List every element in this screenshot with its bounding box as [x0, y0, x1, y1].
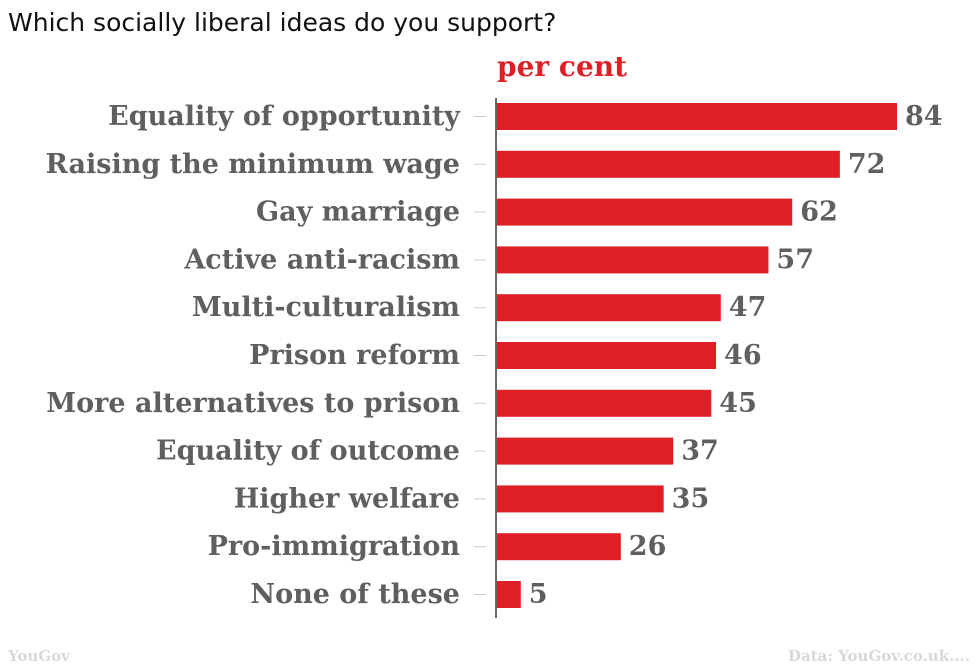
category-label: Gay marriage: [256, 197, 460, 228]
bar: [497, 437, 674, 465]
value-label: 5: [529, 579, 548, 610]
bar: [497, 150, 840, 178]
value-label: 37: [681, 436, 719, 467]
value-label: 72: [848, 149, 886, 180]
category-label: Prison reform: [249, 340, 460, 371]
bar: [497, 533, 621, 561]
category-label: Active anti-racism: [183, 244, 460, 275]
category-label: Pro-immigration: [208, 531, 461, 562]
bar: [497, 246, 769, 274]
value-label: 35: [672, 483, 710, 514]
bar: [497, 198, 793, 226]
category-label: None of these: [250, 579, 460, 610]
category-label: Multi-culturalism: [192, 292, 460, 323]
footer-brand: YouGov: [8, 647, 70, 665]
category-label: Equality of opportunity: [108, 101, 461, 132]
bar: [497, 389, 712, 417]
bar: [497, 581, 521, 608]
value-label: 47: [729, 292, 767, 323]
unit-label: per cent: [497, 50, 628, 83]
category-label: More alternatives to prison: [46, 388, 460, 419]
value-label: 26: [629, 531, 667, 562]
bar: [497, 485, 664, 513]
bar: [497, 103, 897, 130]
bar: [497, 294, 721, 322]
value-label: 45: [719, 388, 757, 419]
category-label: Equality of outcome: [156, 436, 460, 467]
chart-marks: Equality of opportunity 84 Raising the min…: [45, 98, 943, 618]
category-label: Raising the minimum wage: [45, 149, 460, 180]
value-label: 62: [800, 197, 838, 228]
chart-title: Which socially liberal ideas do you supp…: [8, 8, 557, 37]
value-label: 84: [905, 101, 943, 132]
category-label: Higher welfare: [234, 483, 460, 514]
footer-source: Data: YouGov.co.uk....: [788, 647, 970, 665]
value-label: 57: [776, 244, 814, 275]
value-label: 46: [724, 340, 762, 371]
bar: [497, 342, 717, 369]
